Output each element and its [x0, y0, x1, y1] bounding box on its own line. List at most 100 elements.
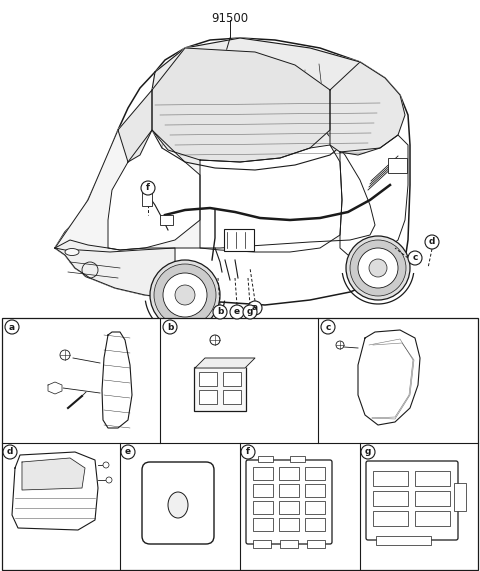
Polygon shape — [12, 452, 98, 530]
Polygon shape — [22, 458, 85, 490]
Bar — [415, 471, 450, 486]
Text: a: a — [252, 304, 258, 312]
Circle shape — [175, 285, 195, 305]
Polygon shape — [102, 332, 132, 428]
Polygon shape — [152, 48, 330, 162]
Text: e: e — [125, 448, 131, 456]
Polygon shape — [195, 358, 255, 368]
Circle shape — [213, 305, 227, 319]
Circle shape — [408, 251, 422, 265]
Circle shape — [241, 445, 255, 459]
Bar — [305, 518, 325, 531]
Text: d: d — [7, 448, 13, 456]
Bar — [253, 484, 273, 497]
Polygon shape — [200, 145, 342, 252]
Polygon shape — [55, 240, 175, 298]
Circle shape — [141, 181, 155, 195]
Text: 18362: 18362 — [330, 340, 361, 349]
Polygon shape — [55, 38, 410, 305]
Text: a: a — [9, 323, 15, 332]
Circle shape — [369, 259, 387, 277]
Text: 91972H: 91972H — [282, 451, 322, 460]
Polygon shape — [108, 130, 200, 250]
Polygon shape — [48, 382, 62, 394]
Text: 1141AC: 1141AC — [20, 340, 59, 349]
Polygon shape — [150, 38, 370, 170]
Bar — [373, 511, 408, 526]
Text: g: g — [247, 308, 253, 316]
Bar — [373, 491, 408, 506]
Text: g: g — [365, 448, 371, 456]
Bar — [223, 390, 241, 404]
Bar — [290, 456, 305, 462]
Polygon shape — [55, 98, 375, 252]
Circle shape — [154, 264, 216, 326]
Circle shape — [150, 260, 220, 330]
Text: 91500: 91500 — [211, 12, 249, 25]
Polygon shape — [358, 330, 420, 425]
Bar — [279, 518, 299, 531]
Bar — [253, 501, 273, 514]
Circle shape — [230, 305, 244, 319]
Text: b: b — [167, 323, 173, 332]
Text: d: d — [429, 238, 435, 247]
Text: 1327CB: 1327CB — [225, 345, 264, 354]
Bar — [2, 318, 478, 570]
Bar — [199, 372, 217, 386]
Text: b: b — [217, 308, 223, 316]
Bar — [454, 483, 466, 511]
Text: 1327CB: 1327CB — [211, 350, 249, 359]
Circle shape — [163, 273, 207, 317]
Circle shape — [425, 235, 439, 249]
Bar — [280, 540, 298, 548]
Circle shape — [361, 445, 375, 459]
Circle shape — [350, 240, 406, 296]
Bar — [305, 484, 325, 497]
Circle shape — [248, 301, 262, 315]
Text: c: c — [325, 323, 331, 332]
FancyBboxPatch shape — [194, 367, 246, 411]
Text: 18362: 18362 — [20, 350, 51, 359]
Text: 28181B: 28181B — [163, 451, 201, 460]
FancyBboxPatch shape — [142, 462, 214, 544]
Polygon shape — [118, 90, 152, 162]
Bar — [253, 540, 271, 548]
Circle shape — [121, 445, 135, 459]
Circle shape — [321, 320, 335, 334]
Polygon shape — [330, 62, 405, 155]
Bar — [305, 467, 325, 480]
Ellipse shape — [168, 492, 188, 518]
Circle shape — [3, 445, 17, 459]
FancyBboxPatch shape — [246, 460, 332, 544]
FancyBboxPatch shape — [224, 229, 254, 251]
Bar — [223, 372, 241, 386]
Text: 1339CC: 1339CC — [225, 335, 264, 344]
Bar — [279, 467, 299, 480]
Circle shape — [243, 305, 257, 319]
Bar — [279, 484, 299, 497]
Text: c: c — [412, 254, 418, 263]
Ellipse shape — [65, 248, 79, 255]
FancyBboxPatch shape — [366, 461, 458, 540]
Bar — [415, 511, 450, 526]
Bar — [199, 390, 217, 404]
Bar — [305, 501, 325, 514]
Bar — [415, 491, 450, 506]
Text: f: f — [146, 183, 150, 192]
Circle shape — [5, 320, 19, 334]
Text: 1339CC: 1339CC — [211, 340, 249, 349]
Bar — [142, 192, 152, 206]
Bar — [376, 536, 431, 545]
Bar — [258, 456, 273, 462]
Text: 91971J: 91971J — [405, 451, 440, 460]
FancyBboxPatch shape — [387, 158, 407, 172]
Polygon shape — [340, 135, 408, 255]
Bar — [279, 501, 299, 514]
Bar — [307, 540, 325, 548]
Text: 18362: 18362 — [20, 465, 51, 474]
Bar — [373, 471, 408, 486]
Bar — [253, 518, 273, 531]
Text: 1141AC: 1141AC — [20, 475, 59, 484]
Circle shape — [346, 236, 410, 300]
FancyBboxPatch shape — [159, 215, 172, 224]
